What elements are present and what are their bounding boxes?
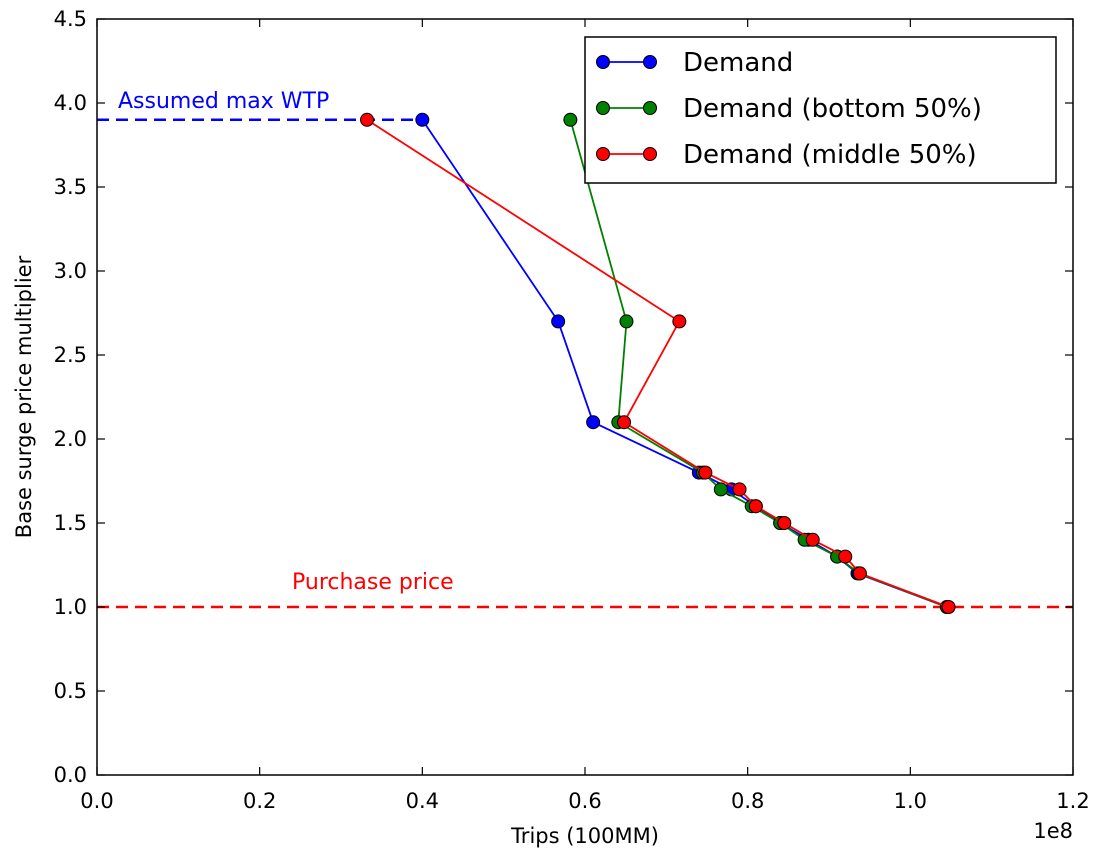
data-point [619,314,634,329]
y-tick-label: 2.5 [54,343,87,367]
y-tick-label: 0.0 [54,763,87,787]
x-tick-label: 0.2 [243,789,276,813]
data-point [563,112,578,127]
y-tick-label: 4.0 [54,91,87,115]
legend-marker [643,55,657,69]
series-line [569,119,948,608]
x-axis-label: Trips (100MM) [510,824,659,848]
data-point [415,112,430,127]
x-tick-label: 1.2 [1056,789,1089,813]
x-tick-label: 0.8 [731,789,764,813]
data-point [748,499,763,514]
data-point [360,112,375,127]
legend-label: Demand [683,48,793,78]
y-tick-label: 3.0 [54,259,87,283]
x-tick-label: 0.0 [80,789,113,813]
y-tick-label: 3.5 [54,175,87,199]
data-point [586,415,601,430]
legend-box [584,36,1057,184]
y-tick-label: 1.0 [54,595,87,619]
series-layer [360,112,956,614]
legend-marker [596,147,610,161]
legend-marker [596,55,610,69]
data-point [672,314,687,329]
annotation-assumed-max-wtp: Assumed max WTP [118,89,329,114]
y-tick-label: 0.5 [54,679,87,703]
annotation-purchase-price: Purchase price [292,570,454,595]
x-tick-label: 0.6 [568,789,601,813]
y-axis-label: Base surge price multiplier [12,255,36,538]
data-point [941,600,956,614]
data-point [617,415,632,430]
data-point [732,482,747,497]
data-point [838,549,853,564]
reference-lines [97,118,1073,609]
legend-marker [596,101,610,115]
series-line [421,119,948,608]
y-tick-label: 4.5 [54,7,87,31]
plot-frame [96,18,1074,776]
legend-marker [643,101,657,115]
data-point [777,516,792,530]
series-3 [360,112,956,614]
x-offset-label: 1e8 [1033,819,1073,843]
data-point [713,482,728,497]
legend-label: Demand (middle 50%) [683,140,977,170]
legend-items: Demand Demand (bottom 50%) Demand (middle … [596,48,982,170]
series-line [366,119,949,608]
data-point [698,465,713,480]
legend: Demand Demand (bottom 50%) Demand (middle … [584,36,1057,184]
x-tick-label: 0.4 [406,789,439,813]
x-tick-label: 1.0 [894,789,927,813]
data-point [852,566,867,581]
y-tick-label: 1.5 [54,511,87,535]
legend-marker [643,147,657,161]
legend-label: Demand (bottom 50%) [683,94,982,124]
ticks-layer: 0.0 0.2 0.4 0.6 0.8 1.0 1.2 0.0 0.5 1.0 1.5 2.0 2.5 3… [54,7,1090,813]
series-2 [563,112,954,614]
series-1 [415,112,954,614]
data-point [805,532,820,547]
data-point [551,314,566,329]
y-tick-label: 2.0 [54,427,87,451]
